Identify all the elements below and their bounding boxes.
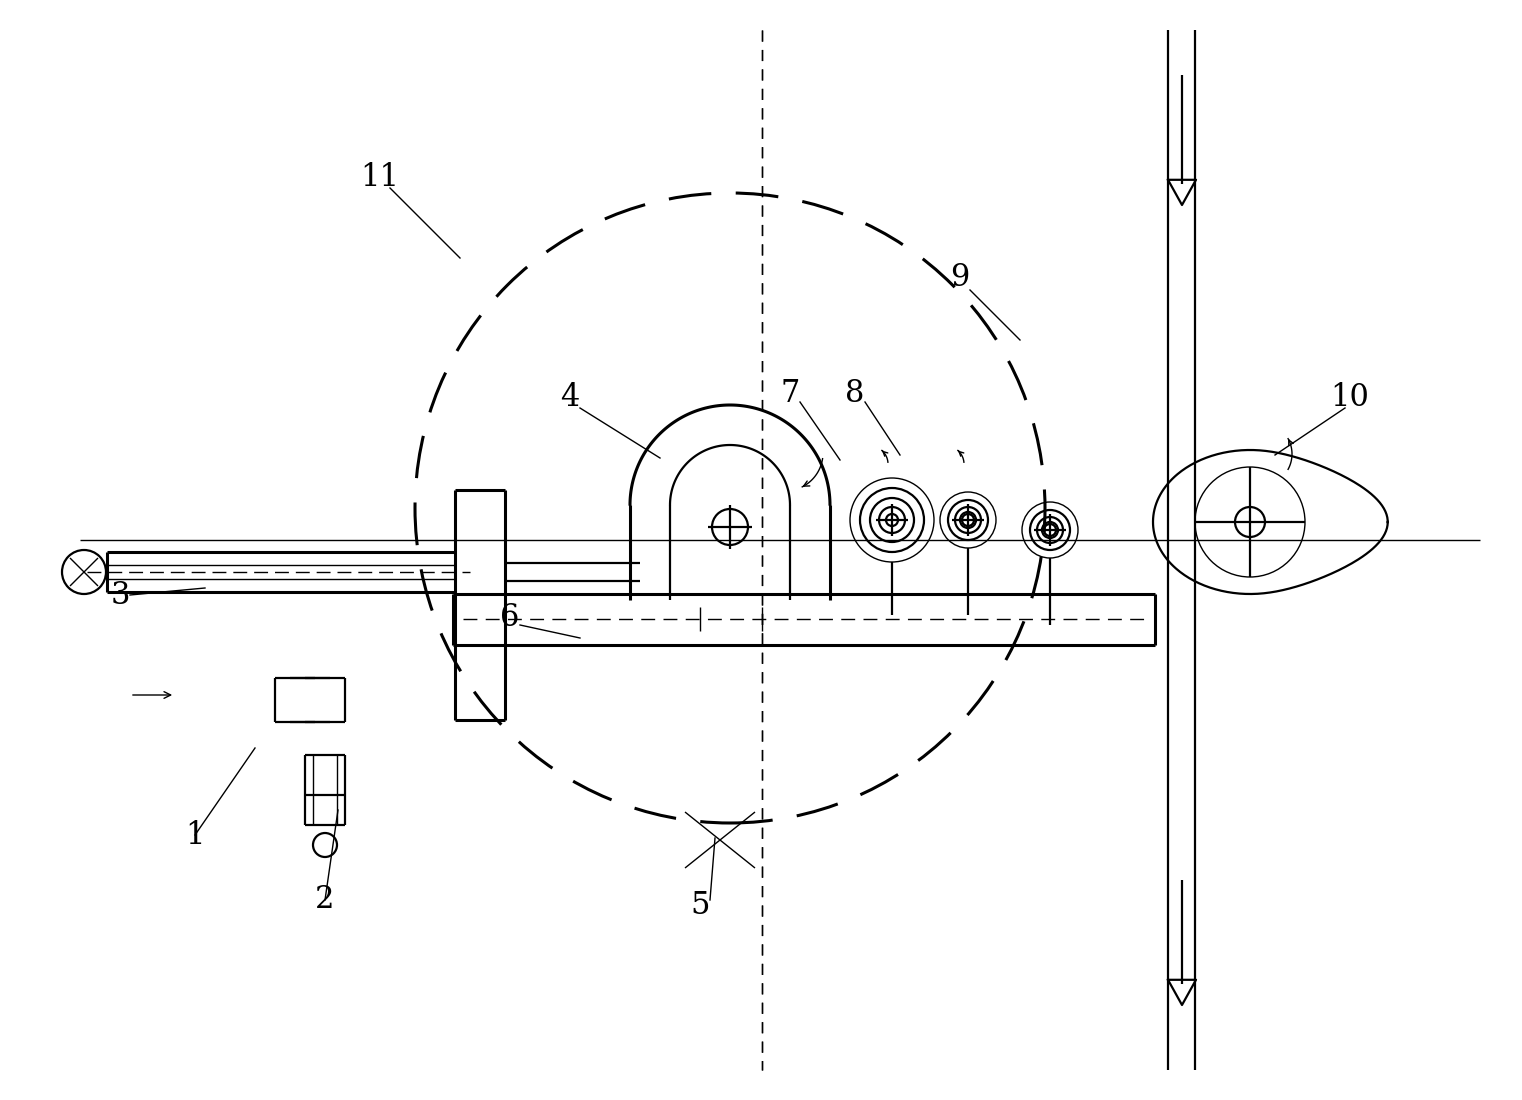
Text: 8: 8 [845, 377, 864, 408]
Text: 11: 11 [361, 163, 399, 194]
Text: 4: 4 [560, 383, 580, 414]
Text: 2: 2 [315, 884, 335, 915]
Text: 7: 7 [781, 377, 799, 408]
Text: 1: 1 [186, 820, 205, 850]
Text: 10: 10 [1330, 383, 1370, 414]
Text: 5: 5 [691, 890, 709, 921]
Text: 9: 9 [950, 263, 970, 294]
Text: 6: 6 [501, 603, 519, 634]
Text: 3: 3 [110, 580, 129, 611]
